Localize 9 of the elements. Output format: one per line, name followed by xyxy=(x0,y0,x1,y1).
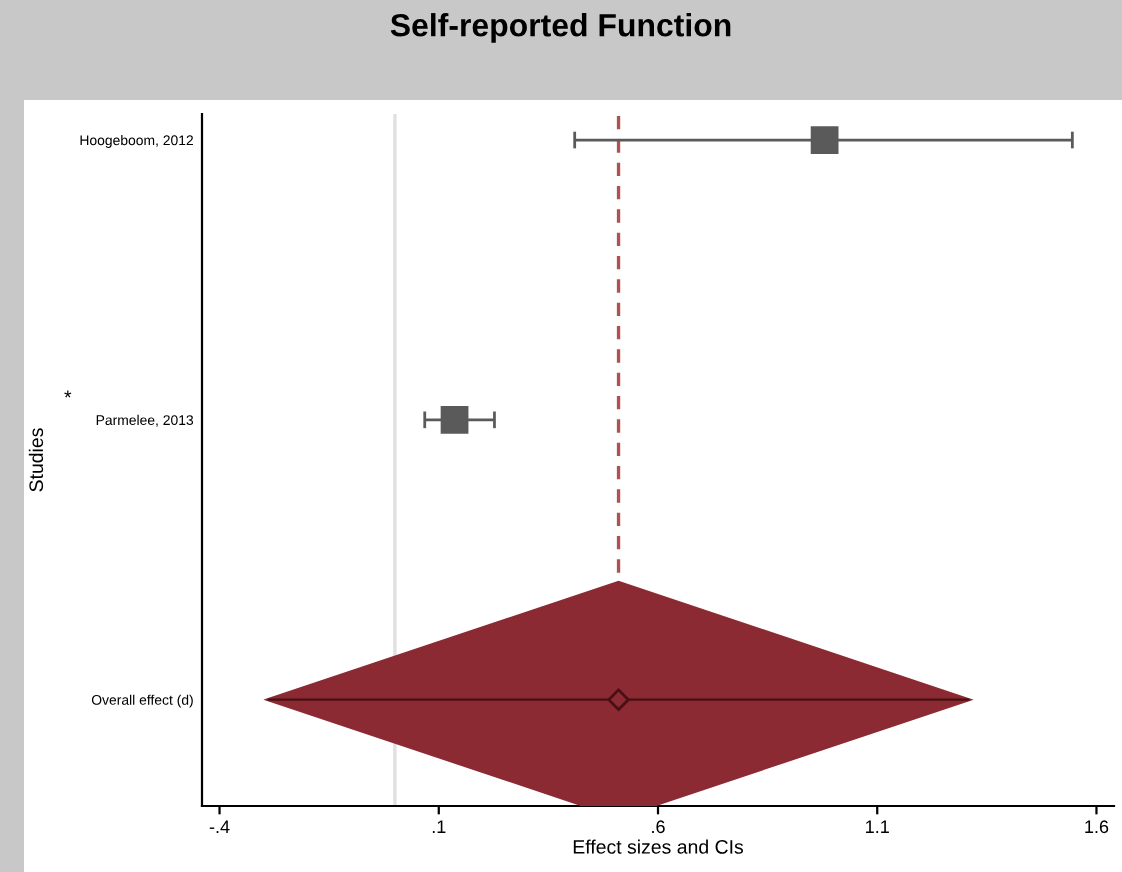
x-axis-title: Effect sizes and CIs xyxy=(573,839,744,854)
chart-title: Self-reported Function xyxy=(390,13,731,43)
x-tick-label: 1.6 xyxy=(1085,820,1109,834)
x-tick-label: .6 xyxy=(652,820,665,834)
x-tick-label: 1.1 xyxy=(866,820,889,833)
x-tick-label: -.4 xyxy=(209,820,230,833)
text: * xyxy=(64,390,72,398)
y-axis-title: Studies xyxy=(28,428,44,492)
x-tick-label: .1 xyxy=(432,820,446,833)
